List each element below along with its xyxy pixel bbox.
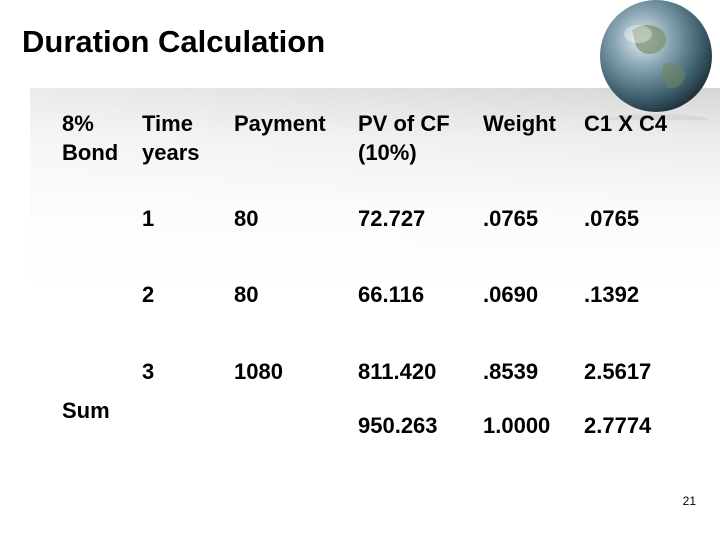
table-cell: .1392	[584, 282, 640, 307]
table-cell: 80	[234, 206, 259, 231]
header-cell: 8% Bond	[62, 111, 119, 165]
table-cell: 2	[142, 282, 155, 307]
header-cell: Weight	[483, 111, 556, 136]
table-cell: .0765	[483, 206, 539, 231]
slide-title: Duration Calculation	[22, 24, 326, 59]
table-cell: .0765	[584, 206, 640, 231]
background-band-fade	[30, 88, 720, 288]
table-cell: .8539	[483, 359, 539, 384]
header-cell: Payment	[234, 111, 326, 136]
sum-label: Sum	[62, 398, 110, 423]
table-cell: 811.420	[358, 359, 437, 384]
table-cell: .0690	[483, 282, 539, 307]
table-cell: 66.116	[358, 282, 425, 307]
page-number: 21	[682, 494, 696, 508]
table-cell: 80	[234, 282, 259, 307]
sum-cell: 950.263	[358, 413, 438, 438]
table-cell: 1080	[234, 359, 283, 384]
header-cell: C1 X C4	[584, 111, 668, 136]
sum-cell: 2.7774	[584, 413, 652, 438]
table-cell: 2.5617	[584, 359, 652, 384]
table-cell: 1	[142, 206, 155, 231]
header-cell: PV of CF (10%)	[358, 111, 450, 165]
table-cell: 72.727	[358, 206, 426, 231]
sum-cell: 1.0000	[483, 413, 551, 438]
table-cell: 3	[142, 359, 155, 384]
header-cell: Time years	[142, 111, 200, 165]
globe-icon	[600, 0, 712, 120]
